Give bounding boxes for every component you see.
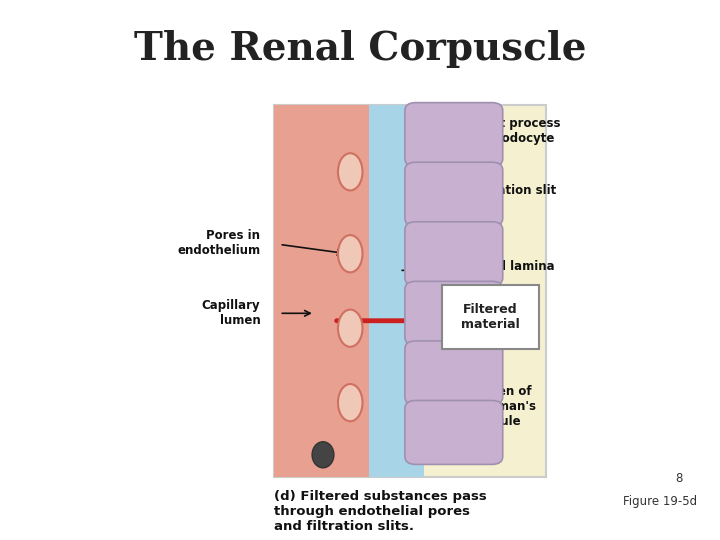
Text: Filtered
material: Filtered material bbox=[462, 303, 520, 331]
Bar bbox=[410, 308, 426, 319]
FancyBboxPatch shape bbox=[405, 103, 503, 166]
Text: (d) Filtered substances pass
through endothelial pores
and filtration slits.: (d) Filtered substances pass through end… bbox=[274, 490, 487, 533]
FancyBboxPatch shape bbox=[405, 222, 503, 286]
Bar bbox=[410, 367, 426, 379]
Bar bbox=[274, 105, 546, 477]
Ellipse shape bbox=[338, 235, 362, 272]
Text: 8: 8 bbox=[675, 472, 683, 485]
FancyBboxPatch shape bbox=[405, 401, 503, 464]
Ellipse shape bbox=[338, 153, 362, 191]
Ellipse shape bbox=[312, 442, 334, 468]
Bar bbox=[410, 129, 426, 140]
Bar bbox=[410, 427, 426, 438]
Text: Lumen of
Bowman's
capsule: Lumen of Bowman's capsule bbox=[470, 385, 537, 428]
FancyBboxPatch shape bbox=[405, 281, 503, 345]
Text: The Renal Corpuscle: The Renal Corpuscle bbox=[134, 30, 586, 68]
FancyBboxPatch shape bbox=[405, 162, 503, 226]
Text: Filtration slit: Filtration slit bbox=[427, 184, 557, 197]
Text: Basal lamina: Basal lamina bbox=[402, 260, 555, 273]
Ellipse shape bbox=[338, 384, 362, 421]
Bar bbox=[274, 105, 369, 477]
Text: Pores in
endothelium: Pores in endothelium bbox=[177, 228, 261, 256]
Bar bbox=[410, 188, 426, 200]
Text: Figure 19-5d: Figure 19-5d bbox=[623, 495, 697, 508]
Text: Capillary
lumen: Capillary lumen bbox=[202, 299, 261, 327]
Bar bbox=[369, 105, 424, 477]
Text: Foot process
of podocyte: Foot process of podocyte bbox=[459, 117, 560, 145]
FancyBboxPatch shape bbox=[405, 341, 503, 405]
FancyBboxPatch shape bbox=[442, 285, 539, 349]
Bar bbox=[410, 248, 426, 259]
Ellipse shape bbox=[338, 309, 362, 347]
